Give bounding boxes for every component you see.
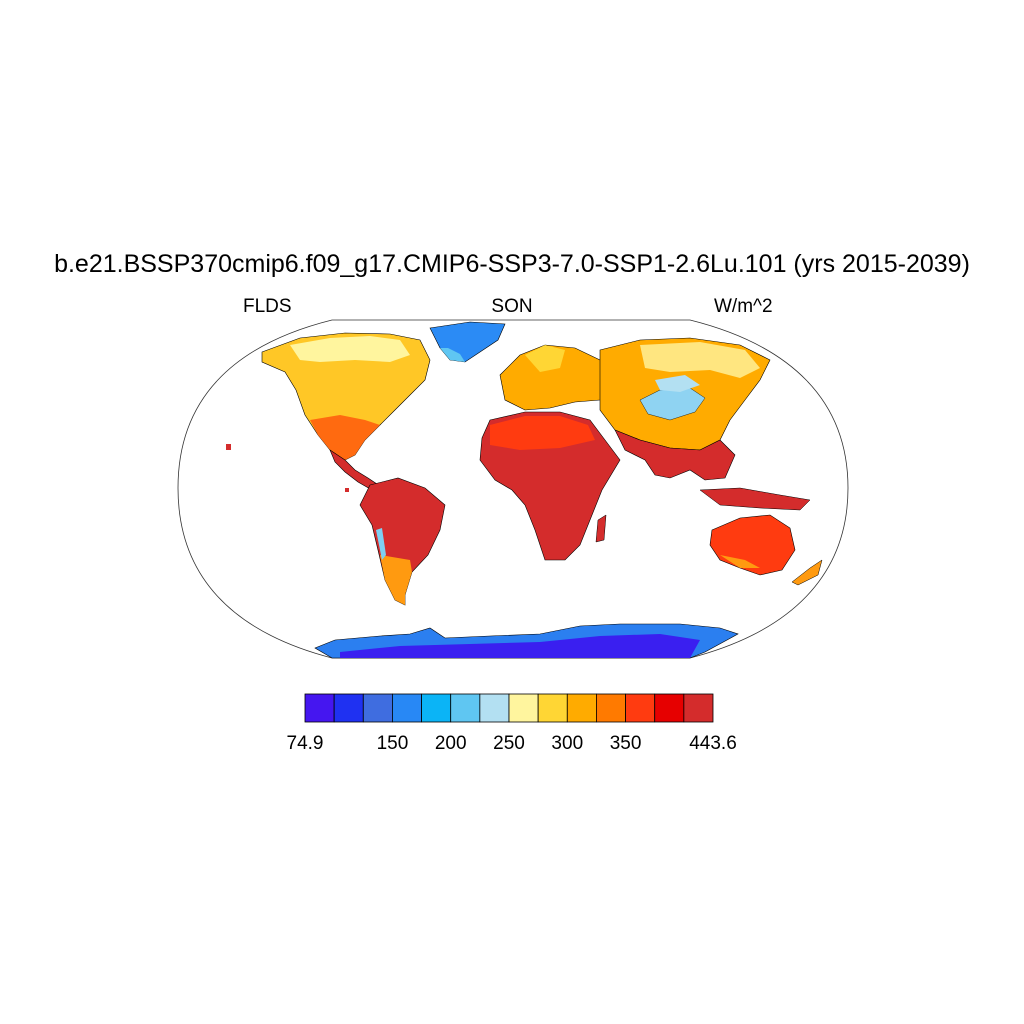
maritime-continent (699, 487, 811, 511)
sahara (490, 416, 595, 450)
colorbar-swatch-9 (566, 693, 597, 723)
scandinavia (525, 345, 565, 372)
colorbar-label-3: 250 (493, 733, 525, 754)
colorbar-swatch-4 (421, 693, 452, 723)
colorbar-swatch-3 (392, 693, 422, 723)
season-label: SON (491, 296, 533, 317)
antarctica-interior (340, 634, 700, 658)
colorbar-swatch-10 (596, 693, 626, 723)
south-america-south (380, 555, 412, 605)
colorbar-swatch-7 (508, 693, 539, 723)
colorbar-swatch-6 (479, 693, 510, 723)
colorbar-swatch-12 (654, 693, 685, 723)
island-atlantic (345, 488, 349, 492)
colorbar-swatch-13 (683, 693, 714, 723)
mongolia (655, 375, 700, 392)
south-asia (614, 429, 736, 481)
colorbar-label-0: 74.9 (286, 733, 324, 754)
australia-south (720, 555, 760, 568)
colorbar-swatch-0 (304, 693, 335, 723)
colorbar-label-4: 300 (551, 733, 584, 754)
colorbar-label-5: 350 (609, 733, 642, 754)
colorbar-swatch-2 (362, 693, 393, 723)
madagascar (595, 514, 607, 543)
north-america-arctic (290, 336, 410, 362)
greenland-edge (440, 348, 465, 362)
colorbar-swatch-1 (333, 693, 364, 723)
colorbar-label-1: 150 (376, 733, 409, 754)
variable-label: FLDS (243, 296, 292, 317)
colorbar-swatch-5 (450, 693, 481, 723)
colorbar-swatch-11 (625, 693, 656, 723)
colorbar-label-6: 443.6 (689, 733, 737, 754)
colorbar-label-2: 200 (434, 733, 467, 754)
colorbar-swatch-8 (537, 693, 568, 723)
north-america-south (310, 415, 380, 460)
new-zealand (791, 559, 823, 586)
plot-title: b.e21.BSSP370cmip6.f09_g17.CMIP6-SSP3-7.… (54, 250, 970, 278)
units-label: W/m^2 (714, 296, 773, 317)
hawaii (226, 444, 231, 450)
siberia (640, 342, 760, 378)
andes (376, 528, 386, 560)
